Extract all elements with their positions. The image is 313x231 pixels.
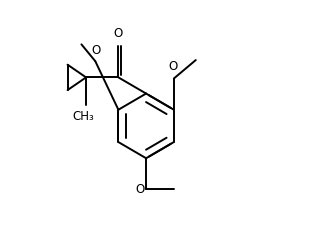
Text: CH₃: CH₃ <box>73 110 95 123</box>
Text: O: O <box>135 183 144 196</box>
Text: O: O <box>114 27 123 40</box>
Text: O: O <box>168 60 177 73</box>
Text: O: O <box>92 44 101 57</box>
